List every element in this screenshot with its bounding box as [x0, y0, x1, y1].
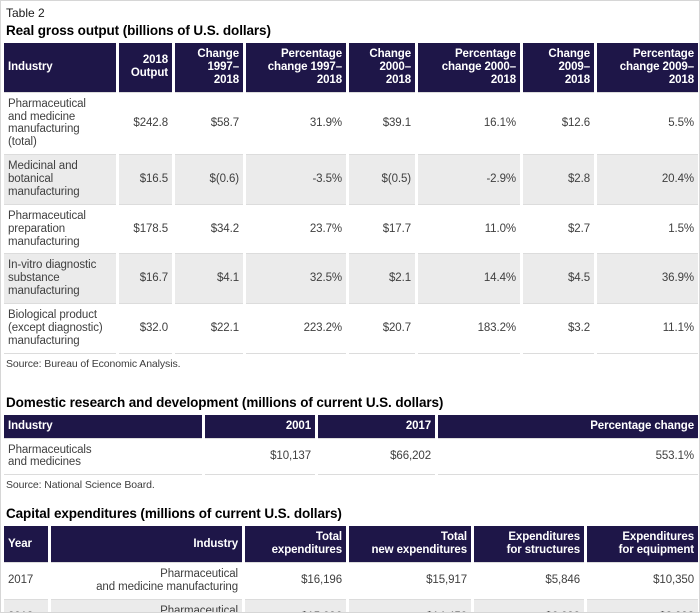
table-cell: $22.1: [175, 304, 243, 354]
table-cell: 20.4%: [597, 155, 698, 205]
table-cell: $4.5: [523, 254, 594, 304]
section-domestic-rnd: Domestic research and development (milli…: [1, 394, 699, 492]
table-cell: $14,450: [349, 599, 471, 612]
column-header: 2018 Output: [119, 43, 172, 92]
table-cell: $16,196: [245, 562, 346, 600]
table-cell: $39.1: [349, 91, 415, 156]
table-cell: $(0.5): [349, 155, 415, 205]
table-cell: -3.5%: [246, 155, 346, 205]
table-cell: $242.8: [119, 91, 172, 156]
table-cell: $6,099: [474, 599, 584, 612]
table-row: Medicinal and botanical manufacturing $16…: [4, 155, 698, 205]
table-cell: Pharmaceutical and medicine manufacturin…: [4, 91, 116, 156]
capital-expenditures-table: Year Industry Total expenditures Total new …: [1, 526, 699, 612]
table-row: In-vitro diagnostic substance manufactur…: [4, 254, 698, 304]
table-cell: $10,350: [587, 562, 698, 600]
table-row: Pharmaceuticals and medicines $10,137 $66,…: [4, 437, 698, 476]
domestic-rnd-source: Source: National Science Board.: [6, 479, 155, 492]
table-cell: Pharmaceutical and medicine manufacturin…: [51, 562, 242, 600]
table-cell: 23.7%: [246, 205, 346, 255]
table-cell: $34.2: [175, 205, 243, 255]
column-header: Industry: [4, 414, 202, 438]
table-cell: $66,202: [318, 437, 435, 476]
column-header: Expenditures for structures: [474, 526, 584, 562]
table-cell: 5.5%: [597, 91, 698, 156]
table-cell: 31.9%: [246, 91, 346, 156]
column-header: Percentage change: [438, 414, 698, 438]
table-cell: Pharmaceutical preparation manufacturing: [4, 205, 116, 255]
table-cell: Pharmaceutical and medicine manufacturin…: [51, 599, 242, 612]
header-row: Industry 2001 2017 Percentage change: [4, 414, 698, 438]
column-header: Percentage change 2009– 2018: [597, 43, 698, 92]
column-header: Expenditures for equipment: [587, 526, 698, 562]
column-header: 2017: [318, 414, 435, 438]
table-cell: 14.4%: [418, 254, 520, 304]
table-cell: 11.0%: [418, 205, 520, 255]
table-row: 2017 Pharmaceutical and medicine manufact…: [4, 562, 698, 600]
table-cell: $10,137: [205, 437, 315, 476]
table-cell: -2.9%: [418, 155, 520, 205]
table-cell: $32.0: [119, 304, 172, 354]
column-header: Industry: [4, 43, 116, 92]
table-cell: 11.1%: [597, 304, 698, 354]
capital-expenditures-title: Capital expenditures (millions of curren…: [6, 506, 342, 522]
section-real-gross-output: Real gross output (billions of U.S. doll…: [1, 23, 699, 370]
header-row: Year Industry Total expenditures Total new …: [4, 526, 698, 562]
table-cell: $15,917: [349, 562, 471, 600]
table-cell: $16.5: [119, 155, 172, 205]
column-header: Change 2009– 2018: [523, 43, 594, 92]
table-cell: 223.2%: [246, 304, 346, 354]
table-cell: $4.1: [175, 254, 243, 304]
table-cell: $2.1: [349, 254, 415, 304]
table-cell: 183.2%: [418, 304, 520, 354]
table-cell: $20.7: [349, 304, 415, 354]
table-cell: Biological product (except diagnostic) m…: [4, 304, 116, 354]
table-cell: 2018: [4, 599, 48, 612]
real-gross-output-source: Source: Bureau of Economic Analysis.: [6, 357, 181, 370]
domestic-rnd-table: Industry 2001 2017 Percentage change Pharmac…: [1, 414, 699, 476]
table-cell: Medicinal and botanical manufacturing: [4, 155, 116, 205]
table-number-label: Table 2: [6, 6, 45, 20]
table-cell: $8,998: [587, 599, 698, 612]
column-header: Percentage change 2000– 2018: [418, 43, 520, 92]
column-header: Total expenditures: [245, 526, 346, 562]
column-header: Change 1997– 2018: [175, 43, 243, 92]
table-cell: $17.7: [349, 205, 415, 255]
domestic-rnd-title: Domestic research and development (milli…: [6, 394, 444, 410]
table-cell: In-vitro diagnostic substance manufactur…: [4, 254, 116, 304]
table-cell: $16.7: [119, 254, 172, 304]
table-cell: $5,846: [474, 562, 584, 600]
column-header: Year: [4, 526, 48, 562]
table-cell: $15,096: [245, 599, 346, 612]
table-cell: $178.5: [119, 205, 172, 255]
real-gross-output-table: Industry 2018 Output Change 1997– 2018 Perc…: [1, 43, 699, 354]
real-gross-output-title: Real gross output (billions of U.S. doll…: [6, 23, 271, 38]
table-cell: 1.5%: [597, 205, 698, 255]
table-cell: Pharmaceuticals and medicines: [4, 437, 202, 476]
table-cell: $2.7: [523, 205, 594, 255]
table-row: Pharmaceutical preparation manufacturing…: [4, 205, 698, 255]
table-cell: $58.7: [175, 91, 243, 156]
table-cell: 16.1%: [418, 91, 520, 156]
column-header: Total new expenditures: [349, 526, 471, 562]
column-header: 2001: [205, 414, 315, 438]
table-cell: 2017: [4, 562, 48, 600]
header-row: Industry 2018 Output Change 1997– 2018 Perc…: [4, 43, 698, 92]
table-cell: 36.9%: [597, 254, 698, 304]
table-row: Biological product (except diagnostic) m…: [4, 304, 698, 354]
table-cell: 32.5%: [246, 254, 346, 304]
table-cell: $3.2: [523, 304, 594, 354]
column-header: Percentage change 1997– 2018: [246, 43, 346, 92]
table-row: Pharmaceutical and medicine manufacturin…: [4, 91, 698, 156]
column-header: Change 2000– 2018: [349, 43, 415, 92]
section-capital-expenditures: Capital expenditures (millions of curren…: [1, 506, 699, 612]
table-cell: $12.6: [523, 91, 594, 156]
table-cell: $2.8: [523, 155, 594, 205]
table-cell: $(0.6): [175, 155, 243, 205]
table-cell: 553.1%: [438, 437, 698, 476]
column-header: Industry: [51, 526, 242, 562]
